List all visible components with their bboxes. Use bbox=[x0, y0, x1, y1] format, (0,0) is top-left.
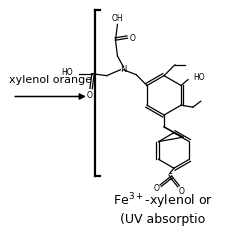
Text: O: O bbox=[179, 187, 185, 196]
Text: O: O bbox=[129, 34, 135, 43]
Text: HO: HO bbox=[193, 73, 205, 82]
Text: Fe$^{3+}$-xylenol or: Fe$^{3+}$-xylenol or bbox=[113, 191, 213, 210]
Text: (UV absorptio: (UV absorptio bbox=[120, 213, 205, 226]
Text: O: O bbox=[87, 91, 93, 100]
Text: xylenol orange: xylenol orange bbox=[9, 75, 92, 85]
Text: O: O bbox=[153, 184, 159, 193]
Text: N: N bbox=[120, 65, 127, 74]
Text: S: S bbox=[167, 173, 173, 182]
Text: OH: OH bbox=[112, 14, 123, 23]
Text: HO: HO bbox=[62, 68, 73, 77]
